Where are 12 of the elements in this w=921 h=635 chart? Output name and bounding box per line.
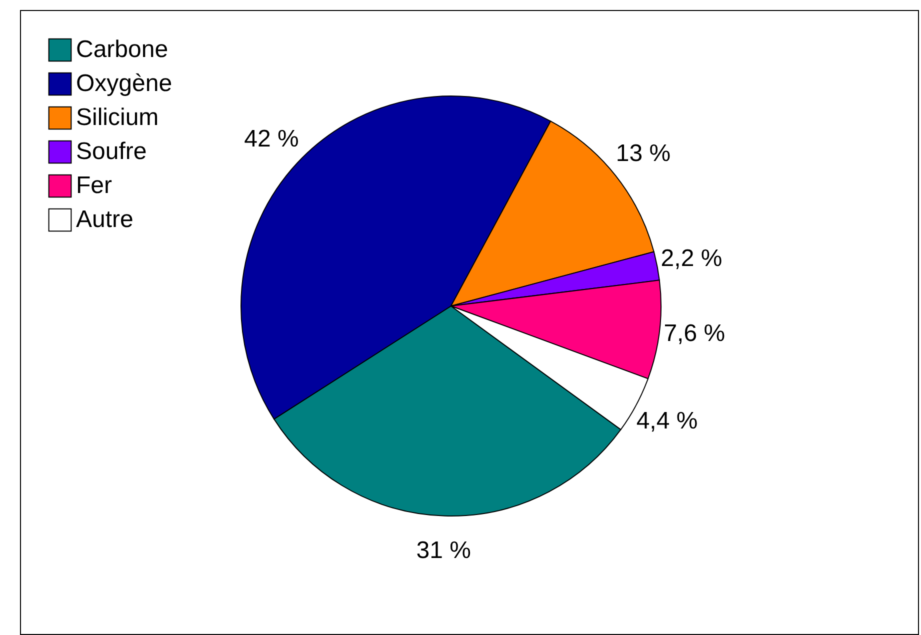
legend-label: Carbone [76, 36, 168, 63]
data-label: 31 % [416, 536, 471, 564]
legend-label: Silicium [76, 104, 159, 131]
legend-label: Fer [76, 172, 112, 199]
data-label: 4,4 % [636, 408, 698, 435]
data-label: 42 % [244, 125, 299, 152]
legend-label: Soufre [76, 138, 147, 165]
data-label: 2,2 % [660, 245, 722, 272]
data-label: 13 % [616, 140, 671, 168]
legend-label: Oxygène [76, 70, 172, 97]
data-label: 7,6 % [664, 320, 726, 348]
legend-label: Autre [76, 206, 134, 233]
